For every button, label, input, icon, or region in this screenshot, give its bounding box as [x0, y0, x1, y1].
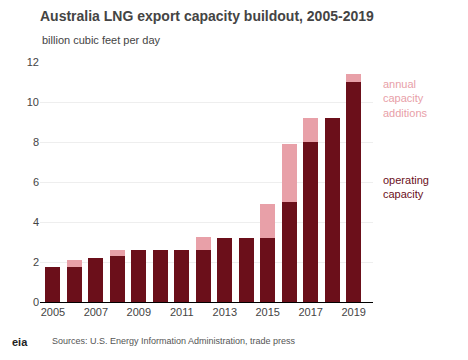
- svg-text:annualcapacityadditions: annualcapacityadditions: [383, 78, 428, 119]
- svg-text:2009: 2009: [127, 306, 151, 318]
- svg-text:0: 0: [33, 296, 39, 308]
- svg-text:2015: 2015: [255, 306, 279, 318]
- svg-text:Australia LNG export capacity: Australia LNG export capacity buildout, …: [40, 8, 374, 24]
- svg-text:8: 8: [33, 136, 39, 148]
- svg-text:10: 10: [27, 96, 39, 108]
- svg-text:6: 6: [33, 176, 39, 188]
- svg-text:2013: 2013: [213, 306, 237, 318]
- svg-text:2011: 2011: [170, 306, 194, 318]
- svg-text:2: 2: [33, 256, 39, 268]
- svg-text:billion cubic feet per day: billion cubic feet per day: [42, 34, 161, 46]
- svg-text:operatingcapacity: operatingcapacity: [383, 174, 429, 200]
- svg-text:4: 4: [33, 216, 39, 228]
- svg-text:2007: 2007: [84, 306, 108, 318]
- svg-text:2019: 2019: [341, 306, 365, 318]
- svg-text:2005: 2005: [41, 306, 65, 318]
- svg-text:Sources: U.S. Energy Informati: Sources: U.S. Energy Information Adminis…: [52, 336, 296, 346]
- svg-text:12: 12: [27, 56, 39, 68]
- svg-text:eia: eia: [12, 336, 28, 348]
- svg-text:2017: 2017: [298, 306, 322, 318]
